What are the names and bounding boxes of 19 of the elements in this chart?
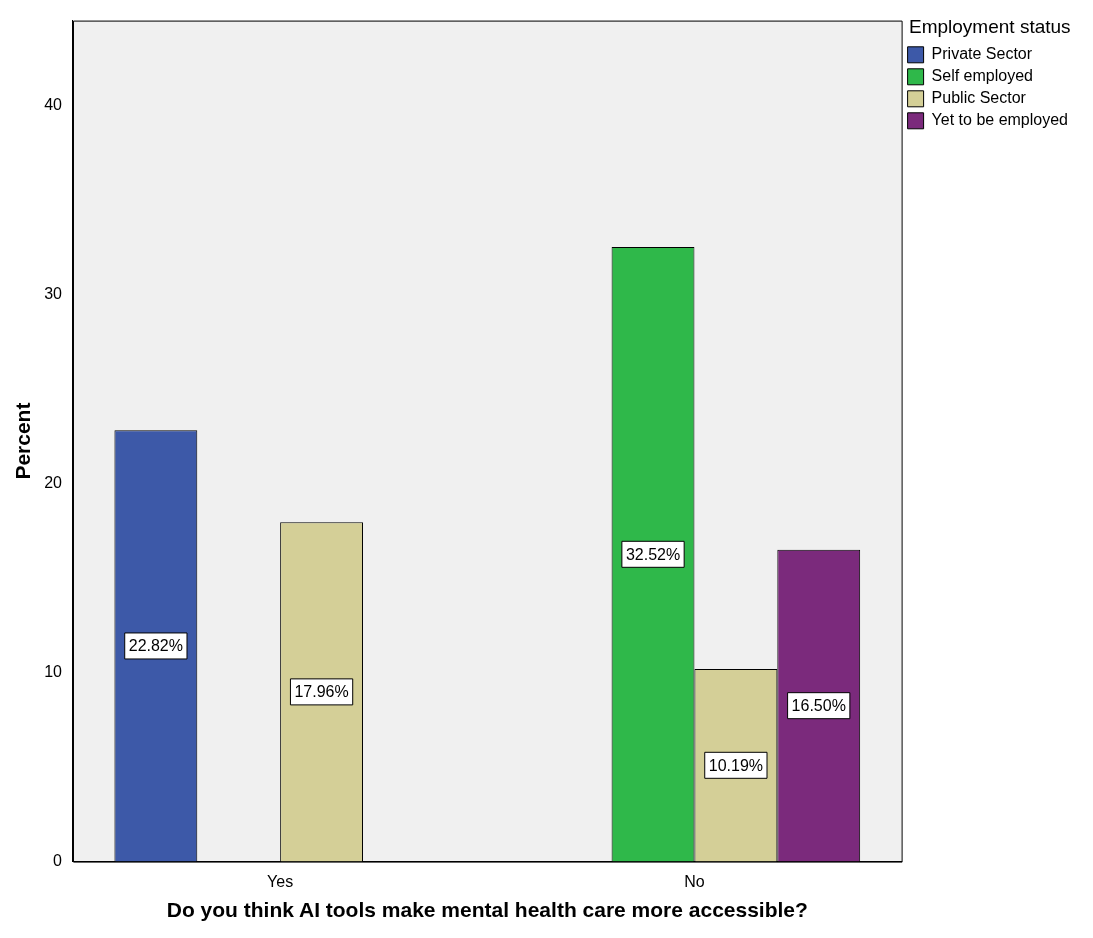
x-axis-title: Do you think AI tools make mental health care more accessible?	[166, 898, 808, 922]
legend-label: Self employed	[931, 67, 1033, 85]
data-label: 32.52%	[625, 545, 681, 563]
y-tick-label: 0	[53, 852, 63, 870]
y-tick-label: 20	[44, 474, 63, 492]
legend-title: Employment status	[909, 15, 1071, 37]
y-tick-label: 40	[44, 96, 63, 114]
data-label: 17.96%	[294, 683, 349, 701]
x-tick-label: No	[684, 872, 705, 890]
x-tick-label: Yes	[267, 872, 294, 890]
y-tick-label: 30	[44, 285, 63, 303]
data-label: 16.50%	[791, 697, 846, 715]
data-label: 10.19%	[708, 756, 764, 774]
y-axis-title: Percent	[11, 402, 35, 480]
legend-label: Private Sector	[931, 45, 1033, 63]
legend-label: Yet to be employed	[931, 111, 1069, 129]
data-label: 22.82%	[128, 637, 183, 655]
legend-label: Public Sector	[931, 89, 1027, 107]
y-tick-label: 10	[44, 663, 63, 681]
